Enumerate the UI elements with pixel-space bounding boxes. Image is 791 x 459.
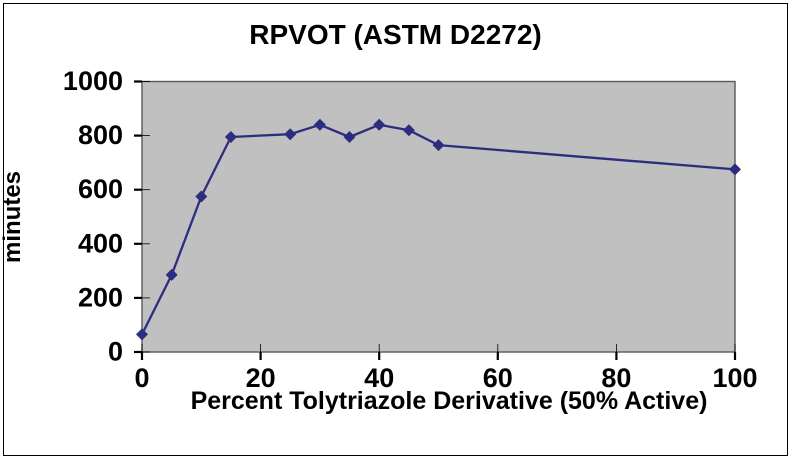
svg-text:1000: 1000 [63,66,123,96]
svg-text:Percent Tolytriazole Derivativ: Percent Tolytriazole Derivative (50% Act… [191,387,708,415]
svg-text:200: 200 [78,282,123,312]
svg-text:0: 0 [108,337,123,367]
svg-text:800: 800 [78,120,123,150]
svg-text:100: 100 [712,363,757,393]
svg-text:600: 600 [78,174,123,204]
svg-text:400: 400 [78,228,123,258]
svg-text:minutes: minutes [0,171,26,263]
svg-text:0: 0 [134,363,149,393]
